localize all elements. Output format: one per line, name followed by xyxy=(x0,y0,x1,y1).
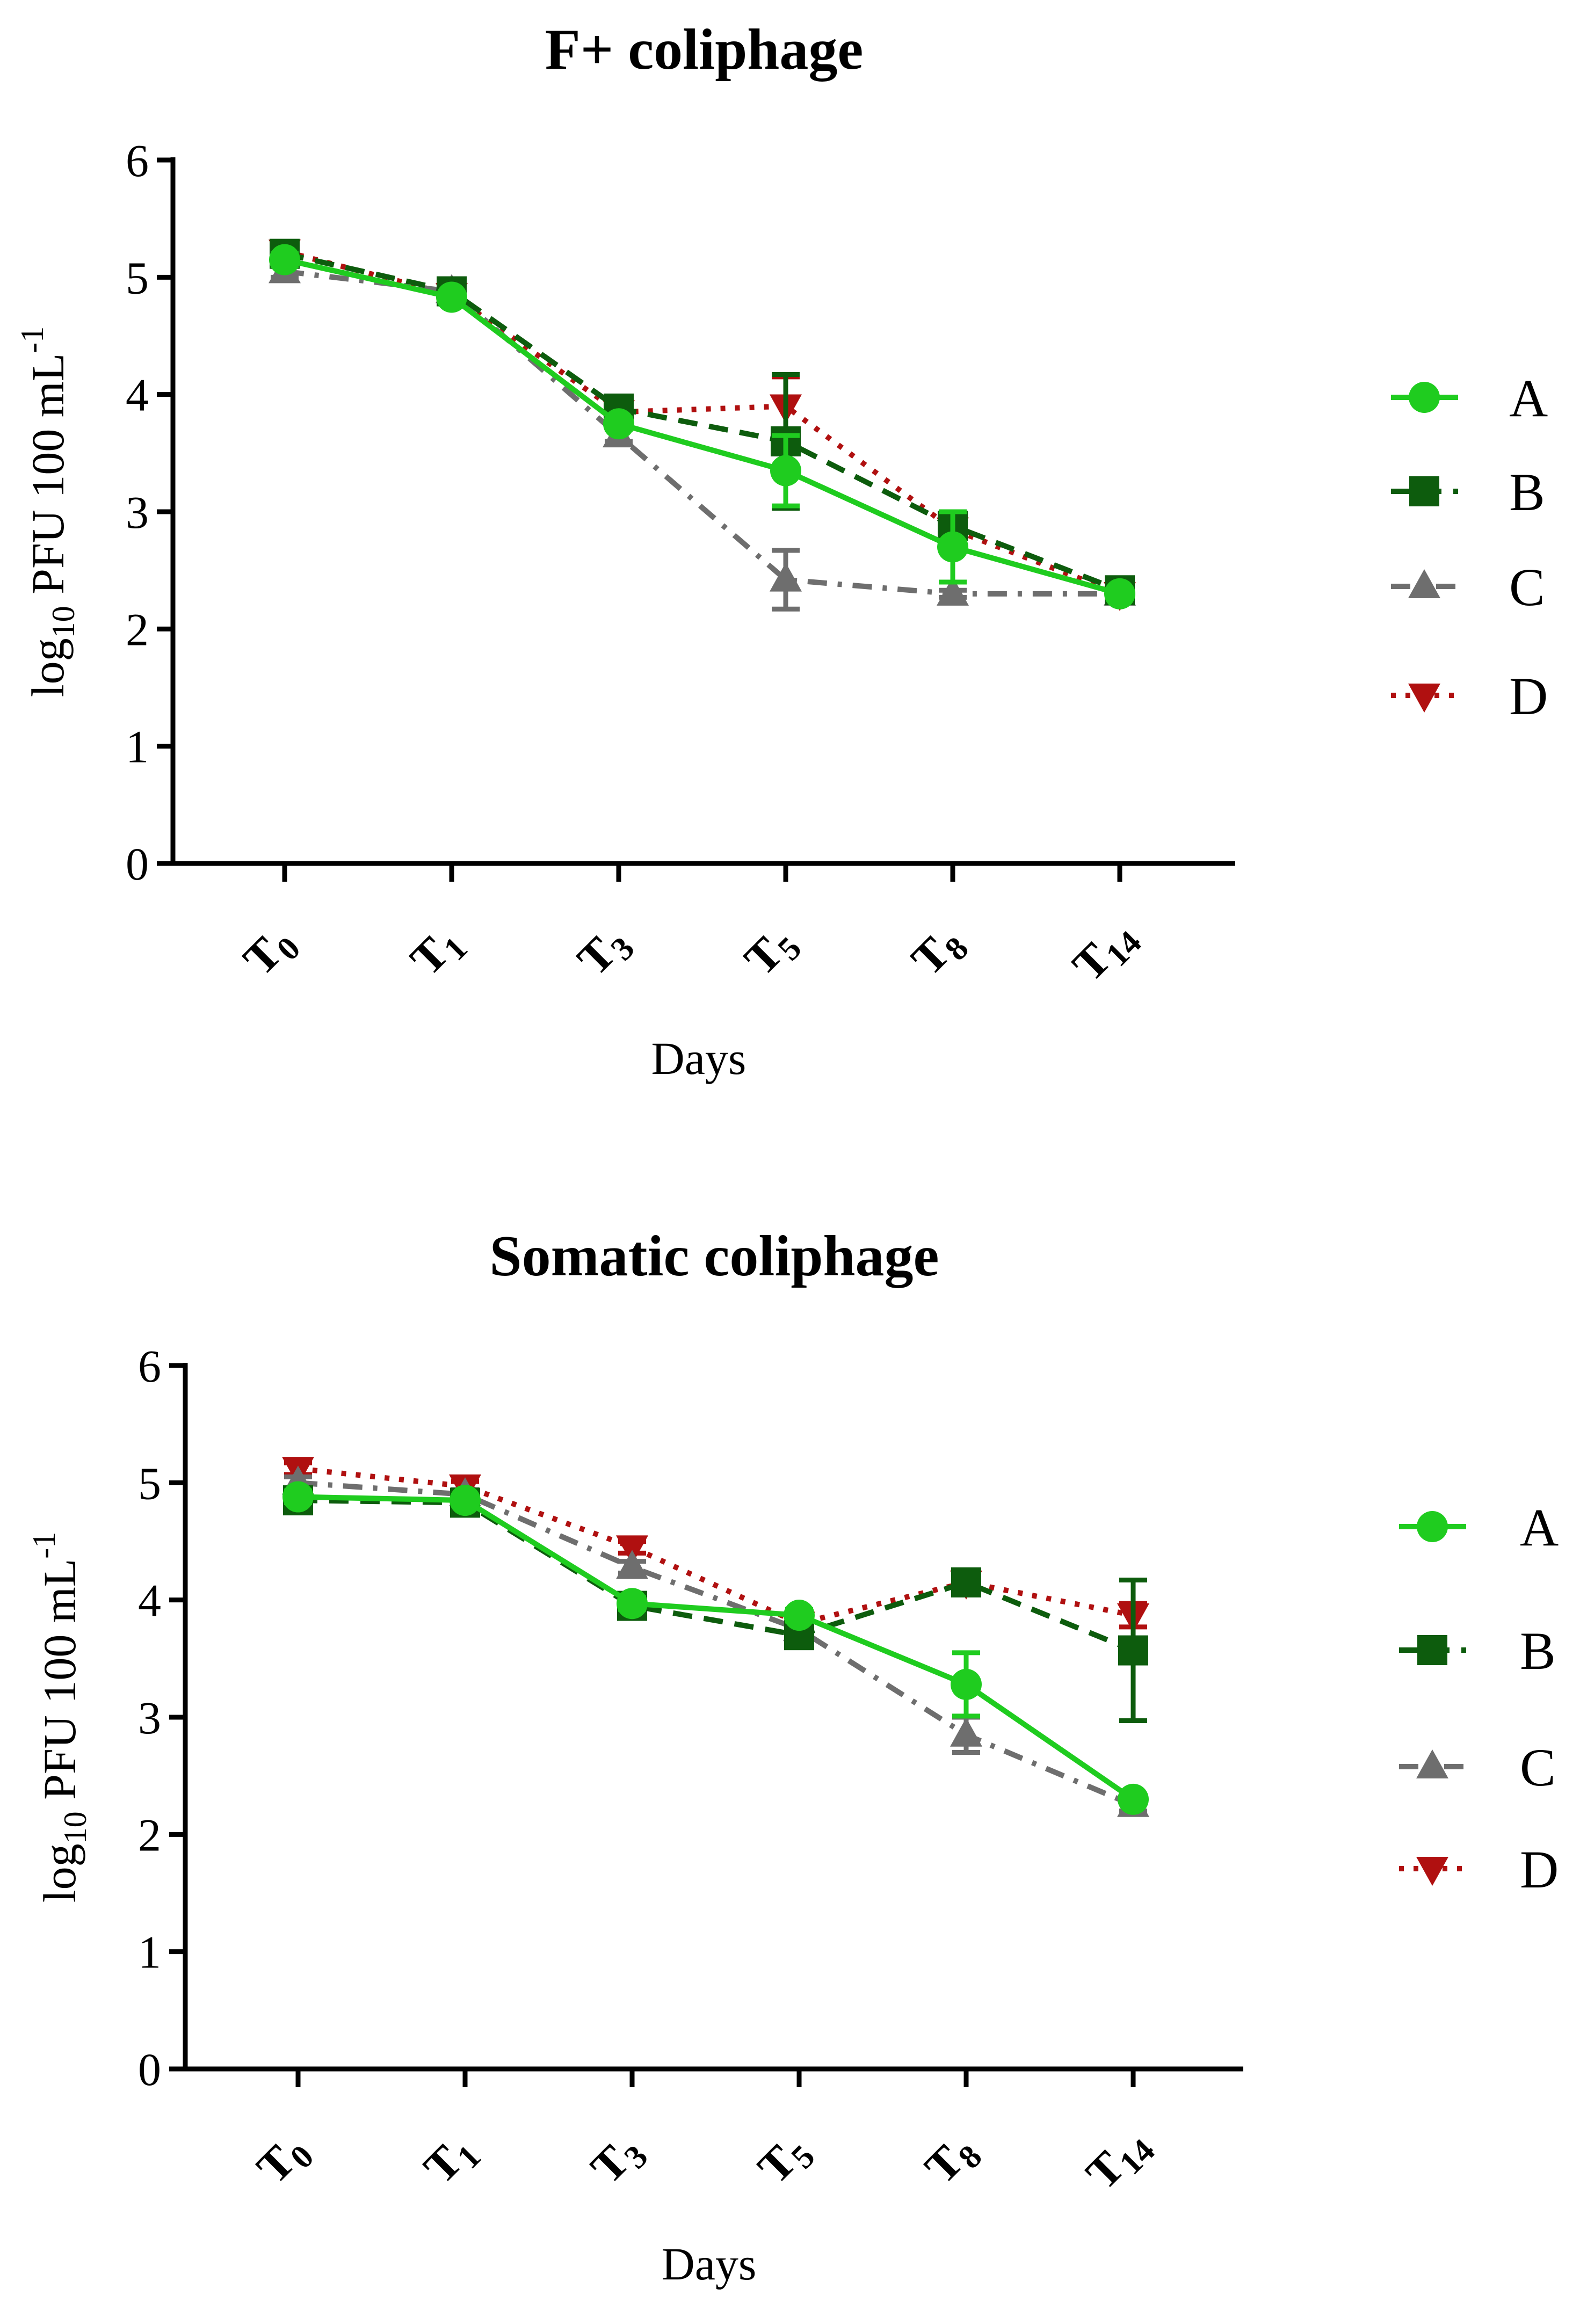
legend-item-D: D xyxy=(1399,1840,1559,1899)
y-tick-label: 1 xyxy=(126,721,149,773)
data-point-A xyxy=(784,1600,815,1631)
series-A xyxy=(269,244,1135,609)
series-C xyxy=(282,1465,1149,1817)
legend-marker xyxy=(1408,569,1440,598)
y-tick-label: 1 xyxy=(138,1927,161,1978)
y-tick-label: 2 xyxy=(138,1809,161,1861)
y-tick-label: 5 xyxy=(138,1457,161,1509)
x-tick-label: T1 xyxy=(414,2123,488,2197)
series-A xyxy=(282,1481,1149,1815)
x-tick-label: T1 xyxy=(400,915,474,989)
legend-label: D xyxy=(1520,1840,1559,1899)
series-line-C xyxy=(284,268,1120,597)
chart-title: Somatic coliphage xyxy=(490,1224,939,1288)
x-tick-label: T5 xyxy=(734,915,808,989)
y-tick-label: 6 xyxy=(138,1340,161,1392)
data-point-A xyxy=(269,244,300,275)
series-D xyxy=(269,239,1136,611)
data-point-A xyxy=(436,281,467,313)
legend-label: B xyxy=(1509,462,1545,522)
x-tick-label: T5 xyxy=(748,2123,822,2197)
series-D xyxy=(282,1457,1149,1641)
y-tick-label: 0 xyxy=(126,838,149,890)
legend-label: C xyxy=(1509,557,1545,617)
x-tick-label: T3 xyxy=(581,2123,655,2197)
y-tick-label: 6 xyxy=(126,135,149,186)
data-point-A xyxy=(282,1481,314,1513)
legend-label: A xyxy=(1520,1498,1559,1557)
y-tick-label: 2 xyxy=(126,604,149,655)
data-point-A xyxy=(617,1588,648,1619)
data-point-A xyxy=(937,531,968,563)
legend-item-C: C xyxy=(1391,557,1545,617)
series-line-B xyxy=(284,251,1121,593)
legend-item-D: D xyxy=(1391,666,1548,726)
data-point-B xyxy=(1118,1635,1148,1666)
data-point-A xyxy=(1118,1783,1149,1815)
series-line-C xyxy=(298,1480,1134,1808)
legend-marker xyxy=(1417,1511,1448,1542)
data-point-A xyxy=(450,1485,481,1516)
y-tick-label: 3 xyxy=(126,486,149,538)
legend-marker xyxy=(1416,1857,1448,1886)
y-tick-label: 5 xyxy=(126,252,149,303)
legend-item-B: B xyxy=(1399,1621,1556,1681)
chart-title: F+ coliphage xyxy=(545,18,864,82)
legend-label: C xyxy=(1520,1738,1556,1797)
legend-item-B: B xyxy=(1391,462,1545,522)
data-point-A xyxy=(1104,578,1135,609)
y-tick-label: 4 xyxy=(138,1575,161,1626)
y-axis-label: log10 PFU 100 mL-1 xyxy=(26,1532,93,1903)
data-point-A xyxy=(951,1668,982,1700)
chart-panel-1: F+ coliphage 0 1 2 3 4 5 6 log10 PFU 100 mL-1 T0 T… xyxy=(15,18,1548,1084)
x-tick-label: T3 xyxy=(567,915,641,989)
legend-label: D xyxy=(1509,666,1548,726)
legend-item-A: A xyxy=(1391,368,1548,428)
series-B xyxy=(270,238,1135,606)
y-axis-label: log10 PFU 100 mL-1 xyxy=(15,326,81,698)
x-axis-label: Days xyxy=(651,1033,747,1084)
x-axis-label: Days xyxy=(662,2238,757,2290)
legend-marker xyxy=(1409,382,1440,413)
series-B xyxy=(283,1485,1148,1724)
legend-marker xyxy=(1417,1635,1447,1665)
x-tick-label: T14 xyxy=(1076,2117,1162,2203)
legend-marker xyxy=(1409,476,1439,506)
x-tick-label: T0 xyxy=(233,915,307,989)
legend-marker xyxy=(1416,1749,1448,1778)
series-line-A xyxy=(298,1494,1135,1802)
y-tick-label: 4 xyxy=(126,369,149,421)
data-point-A xyxy=(770,455,801,486)
x-tick-label: T8 xyxy=(915,2123,989,2197)
chart-panel-2: Somatic coliphage 0 1 2 3 4 5 6 log10 PFU 100 mL… xyxy=(26,1224,1559,2290)
y-tick-label: 0 xyxy=(138,2044,161,2095)
data-point-D xyxy=(616,1535,648,1565)
data-point-B xyxy=(951,1567,981,1597)
data-point-A xyxy=(603,408,634,440)
data-point-C xyxy=(616,1550,648,1579)
legend-label: A xyxy=(1509,368,1548,428)
series-line-D xyxy=(298,1466,1134,1626)
x-tick-label: T14 xyxy=(1062,909,1148,995)
data-point-C xyxy=(950,1717,982,1747)
legend-marker xyxy=(1408,684,1440,713)
data-point-C xyxy=(770,562,802,592)
series-line-B xyxy=(298,1498,1134,1653)
legend-item-C: C xyxy=(1399,1738,1556,1797)
series-C xyxy=(269,254,1136,612)
x-tick-label: T0 xyxy=(247,2123,321,2197)
legend-item-A: A xyxy=(1399,1498,1559,1557)
y-tick-label: 3 xyxy=(138,1692,161,1744)
series-line-A xyxy=(284,257,1121,597)
legend-label: B xyxy=(1520,1621,1556,1681)
data-point-C xyxy=(937,576,969,606)
x-tick-label: T8 xyxy=(901,915,975,989)
series-line-D xyxy=(284,249,1121,597)
